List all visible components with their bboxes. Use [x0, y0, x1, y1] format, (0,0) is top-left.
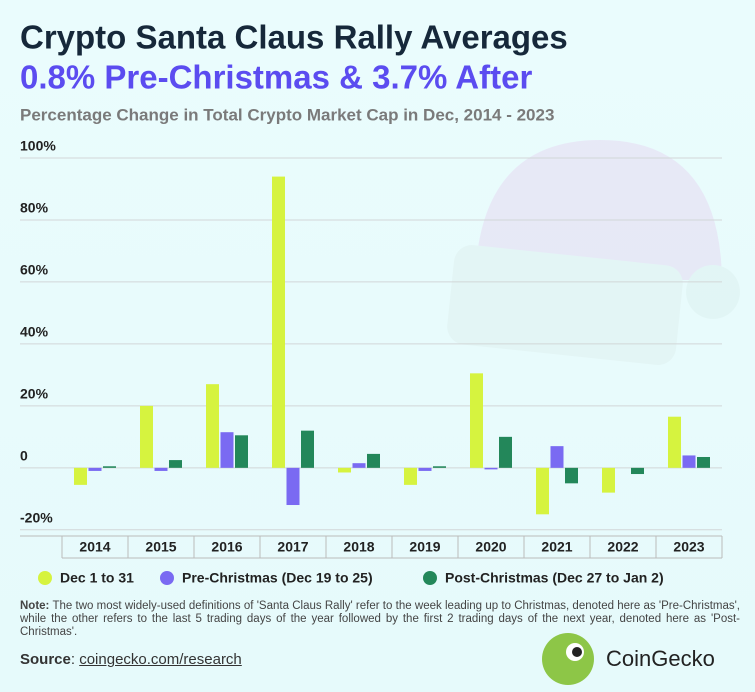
y-tick-label: 40% — [20, 324, 49, 340]
note-text: The two most widely-used definitions of … — [20, 600, 741, 638]
bar — [352, 463, 366, 468]
x-tick-label: 2015 — [145, 539, 176, 555]
bar — [602, 467, 615, 493]
y-tick-label: 60% — [20, 262, 49, 278]
brand-logo — [542, 633, 594, 685]
bar — [697, 456, 710, 468]
bar — [418, 467, 432, 471]
note: Note: The two most widely-used definitio… — [20, 600, 740, 639]
legend-label: Pre-Christmas (Dec 19 to 25) — [182, 570, 373, 586]
bar — [682, 455, 696, 468]
bar — [499, 436, 512, 468]
source: Source: coingecko.com/research — [20, 651, 242, 668]
x-tick-label: 2023 — [673, 539, 704, 555]
legend-marker — [423, 571, 437, 585]
bar — [103, 466, 116, 468]
bar — [169, 460, 182, 468]
bar — [286, 467, 300, 506]
bar — [220, 432, 234, 468]
source-link[interactable]: coingecko.com/research — [79, 651, 242, 668]
bar — [272, 176, 285, 468]
bar — [433, 466, 446, 468]
x-tick-label: 2016 — [211, 539, 242, 555]
chart-title: Crypto Santa Claus Rally Averages — [20, 19, 568, 56]
y-tick-label: 100% — [20, 138, 56, 154]
x-tick-label: 2017 — [277, 539, 308, 555]
x-tick-label: 2020 — [475, 539, 506, 555]
bar — [206, 384, 219, 468]
bar — [550, 446, 564, 468]
legend-marker — [160, 571, 174, 585]
bar — [235, 435, 248, 468]
x-tick-label: 2018 — [343, 539, 374, 555]
source-label: Source — [20, 651, 71, 668]
bar — [154, 467, 168, 471]
legend-marker — [38, 571, 52, 585]
bar — [536, 467, 549, 515]
bar — [565, 467, 578, 484]
legend-label: Dec 1 to 31 — [60, 570, 134, 586]
bar — [404, 467, 417, 485]
note-label: Note: — [20, 600, 50, 612]
y-tick-label: -20% — [20, 510, 53, 526]
bar — [301, 430, 314, 468]
bar — [668, 416, 681, 468]
brand-name: CoinGecko — [606, 646, 715, 671]
bar — [631, 467, 644, 475]
y-tick-label: 20% — [20, 386, 49, 402]
x-tick-label: 2022 — [607, 539, 638, 555]
legend-label: Post-Christmas (Dec 27 to Jan 2) — [445, 570, 664, 586]
x-tick-label: 2014 — [79, 539, 110, 555]
y-tick-label: 80% — [20, 200, 49, 216]
bar — [470, 373, 483, 468]
bar — [484, 467, 498, 470]
y-tick-label: 0 — [20, 448, 28, 464]
santa-hat-decoration — [447, 140, 740, 365]
bar — [338, 467, 351, 473]
bar — [367, 453, 380, 468]
bar — [140, 405, 153, 468]
bar — [88, 467, 102, 471]
chart-subtitle: 0.8% Pre-Christmas & 3.7% After — [20, 59, 532, 96]
bar — [74, 467, 87, 485]
x-tick-label: 2019 — [409, 539, 440, 555]
x-tick-label: 2021 — [541, 539, 572, 555]
chart-description: Percentage Change in Total Crypto Market… — [20, 105, 554, 124]
